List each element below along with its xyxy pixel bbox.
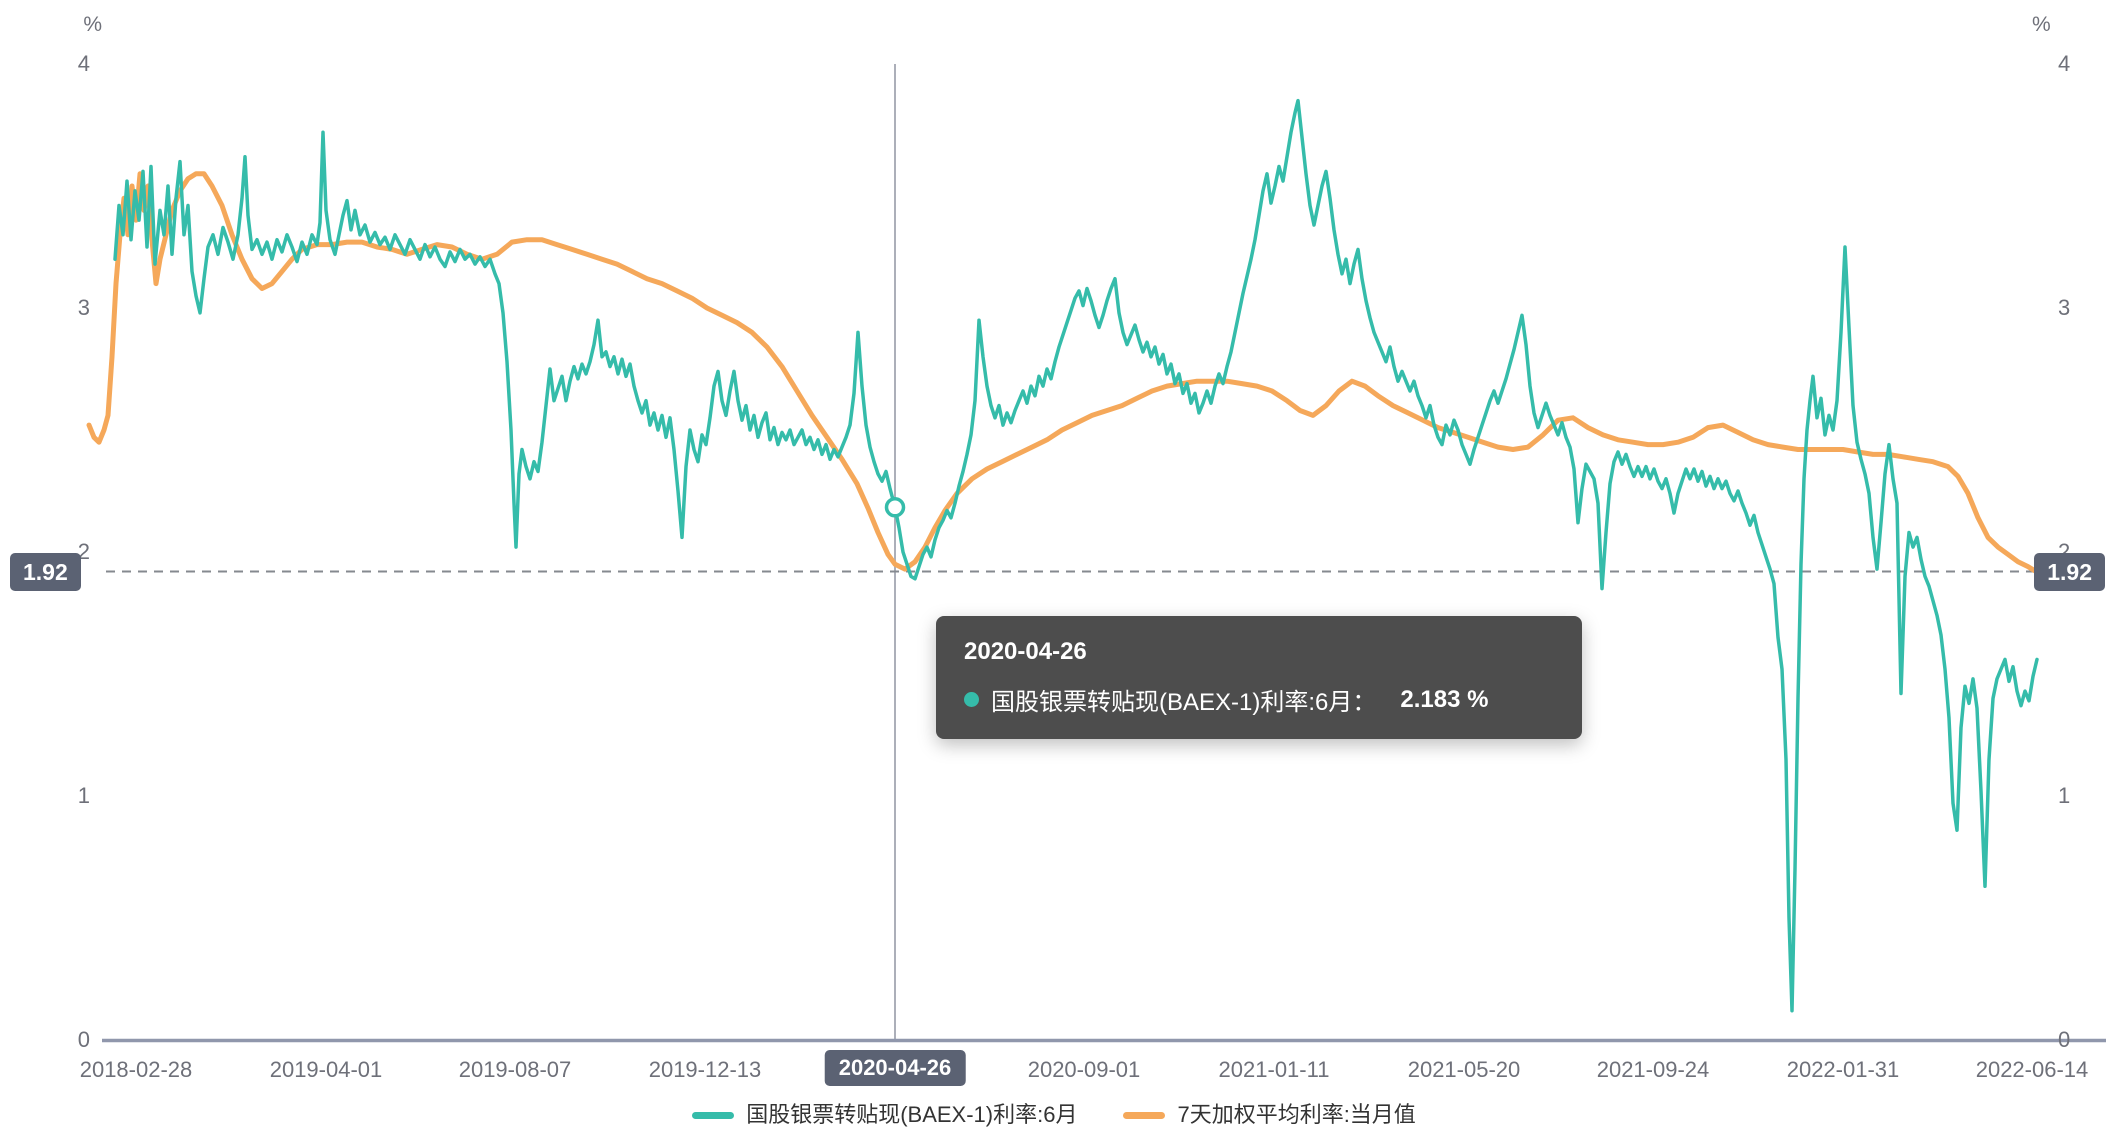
x-tick-2021-01-11: 2021-01-11 bbox=[1218, 1057, 1330, 1082]
legend: 国股银票转贴现(BAEX-1)利率:6月 7天加权平均利率:当月值 bbox=[0, 1100, 2108, 1130]
tooltip: 2020-04-26 国股银票转贴现(BAEX-1)利率:6月： 2.183 % bbox=[936, 616, 1582, 739]
x-tick-2019-08-07: 2019-08-07 bbox=[458, 1057, 572, 1082]
y-tick-right-4: 4 bbox=[2058, 51, 2071, 76]
y-tick-left-0: 0 bbox=[77, 1027, 90, 1052]
y-tick-left-4: 4 bbox=[77, 51, 90, 76]
tooltip-series-label: 国股银票转贴现(BAEX-1)利率:6月： bbox=[991, 689, 1377, 716]
legend-item-baex6m[interactable]: 国股银票转贴现(BAEX-1)利率:6月 bbox=[692, 1100, 1077, 1130]
x-tick-2021-05-20: 2021-05-20 bbox=[1407, 1057, 1521, 1082]
legend-item-7d-weighted-avg[interactable]: 7天加权平均利率:当月值 bbox=[1123, 1100, 1416, 1130]
y-tick-left-2: 2 bbox=[77, 539, 90, 564]
tooltip-series-row: 国股银票转贴现(BAEX-1)利率:6月： 2.183 % bbox=[964, 682, 1554, 717]
y-tick-left-1: 1 bbox=[77, 783, 90, 808]
y-tick-right-0: 0 bbox=[2058, 1027, 2071, 1052]
x-axis-pointer-badge: 2020-04-26 bbox=[824, 1050, 966, 1086]
legend-label-baex6m: 国股银票转贴现(BAEX-1)利率:6月 bbox=[746, 1102, 1078, 1127]
x-tick-2021-09-24: 2021-09-24 bbox=[1596, 1057, 1710, 1082]
x-tick-2019-04-01: 2019-04-01 bbox=[269, 1057, 383, 1082]
y-axis-unit-right: % bbox=[2032, 13, 2051, 36]
tooltip-date: 2020-04-26 bbox=[964, 638, 1087, 665]
y-tick-right-3: 3 bbox=[2058, 295, 2071, 320]
markline-value-badge-right: 1.92 bbox=[2034, 553, 2105, 591]
series-line-baex6m bbox=[113, 98, 2039, 1013]
y-axis-unit-left: % bbox=[83, 13, 102, 36]
series-marker-dot bbox=[964, 692, 979, 707]
tooltip-series-value: 2.183 % bbox=[1400, 685, 1489, 713]
legend-label-7d-weighted-avg: 7天加权平均利率:当月值 bbox=[1177, 1102, 1416, 1127]
y-tick-left-3: 3 bbox=[77, 295, 90, 320]
x-tick-2018-02-28: 2018-02-28 bbox=[79, 1057, 193, 1082]
y-tick-right-1: 1 bbox=[2058, 783, 2071, 808]
markline-value-badge-left: 1.92 bbox=[10, 553, 81, 591]
highlight-marker bbox=[884, 497, 906, 518]
legend-swatch-orange-line bbox=[1123, 1111, 1166, 1119]
x-tick-2020-09-01: 2020-09-01 bbox=[1027, 1057, 1141, 1082]
x-tick-2022-01-31: 2022-01-31 bbox=[1786, 1057, 1900, 1082]
series-line-7d-weighted-avg bbox=[86, 171, 2039, 574]
x-tick-2019-12-13: 2019-12-13 bbox=[648, 1057, 762, 1082]
x-tick-2022-06-14: 2022-06-14 bbox=[1975, 1057, 2089, 1082]
legend-swatch-teal-line bbox=[692, 1111, 735, 1119]
